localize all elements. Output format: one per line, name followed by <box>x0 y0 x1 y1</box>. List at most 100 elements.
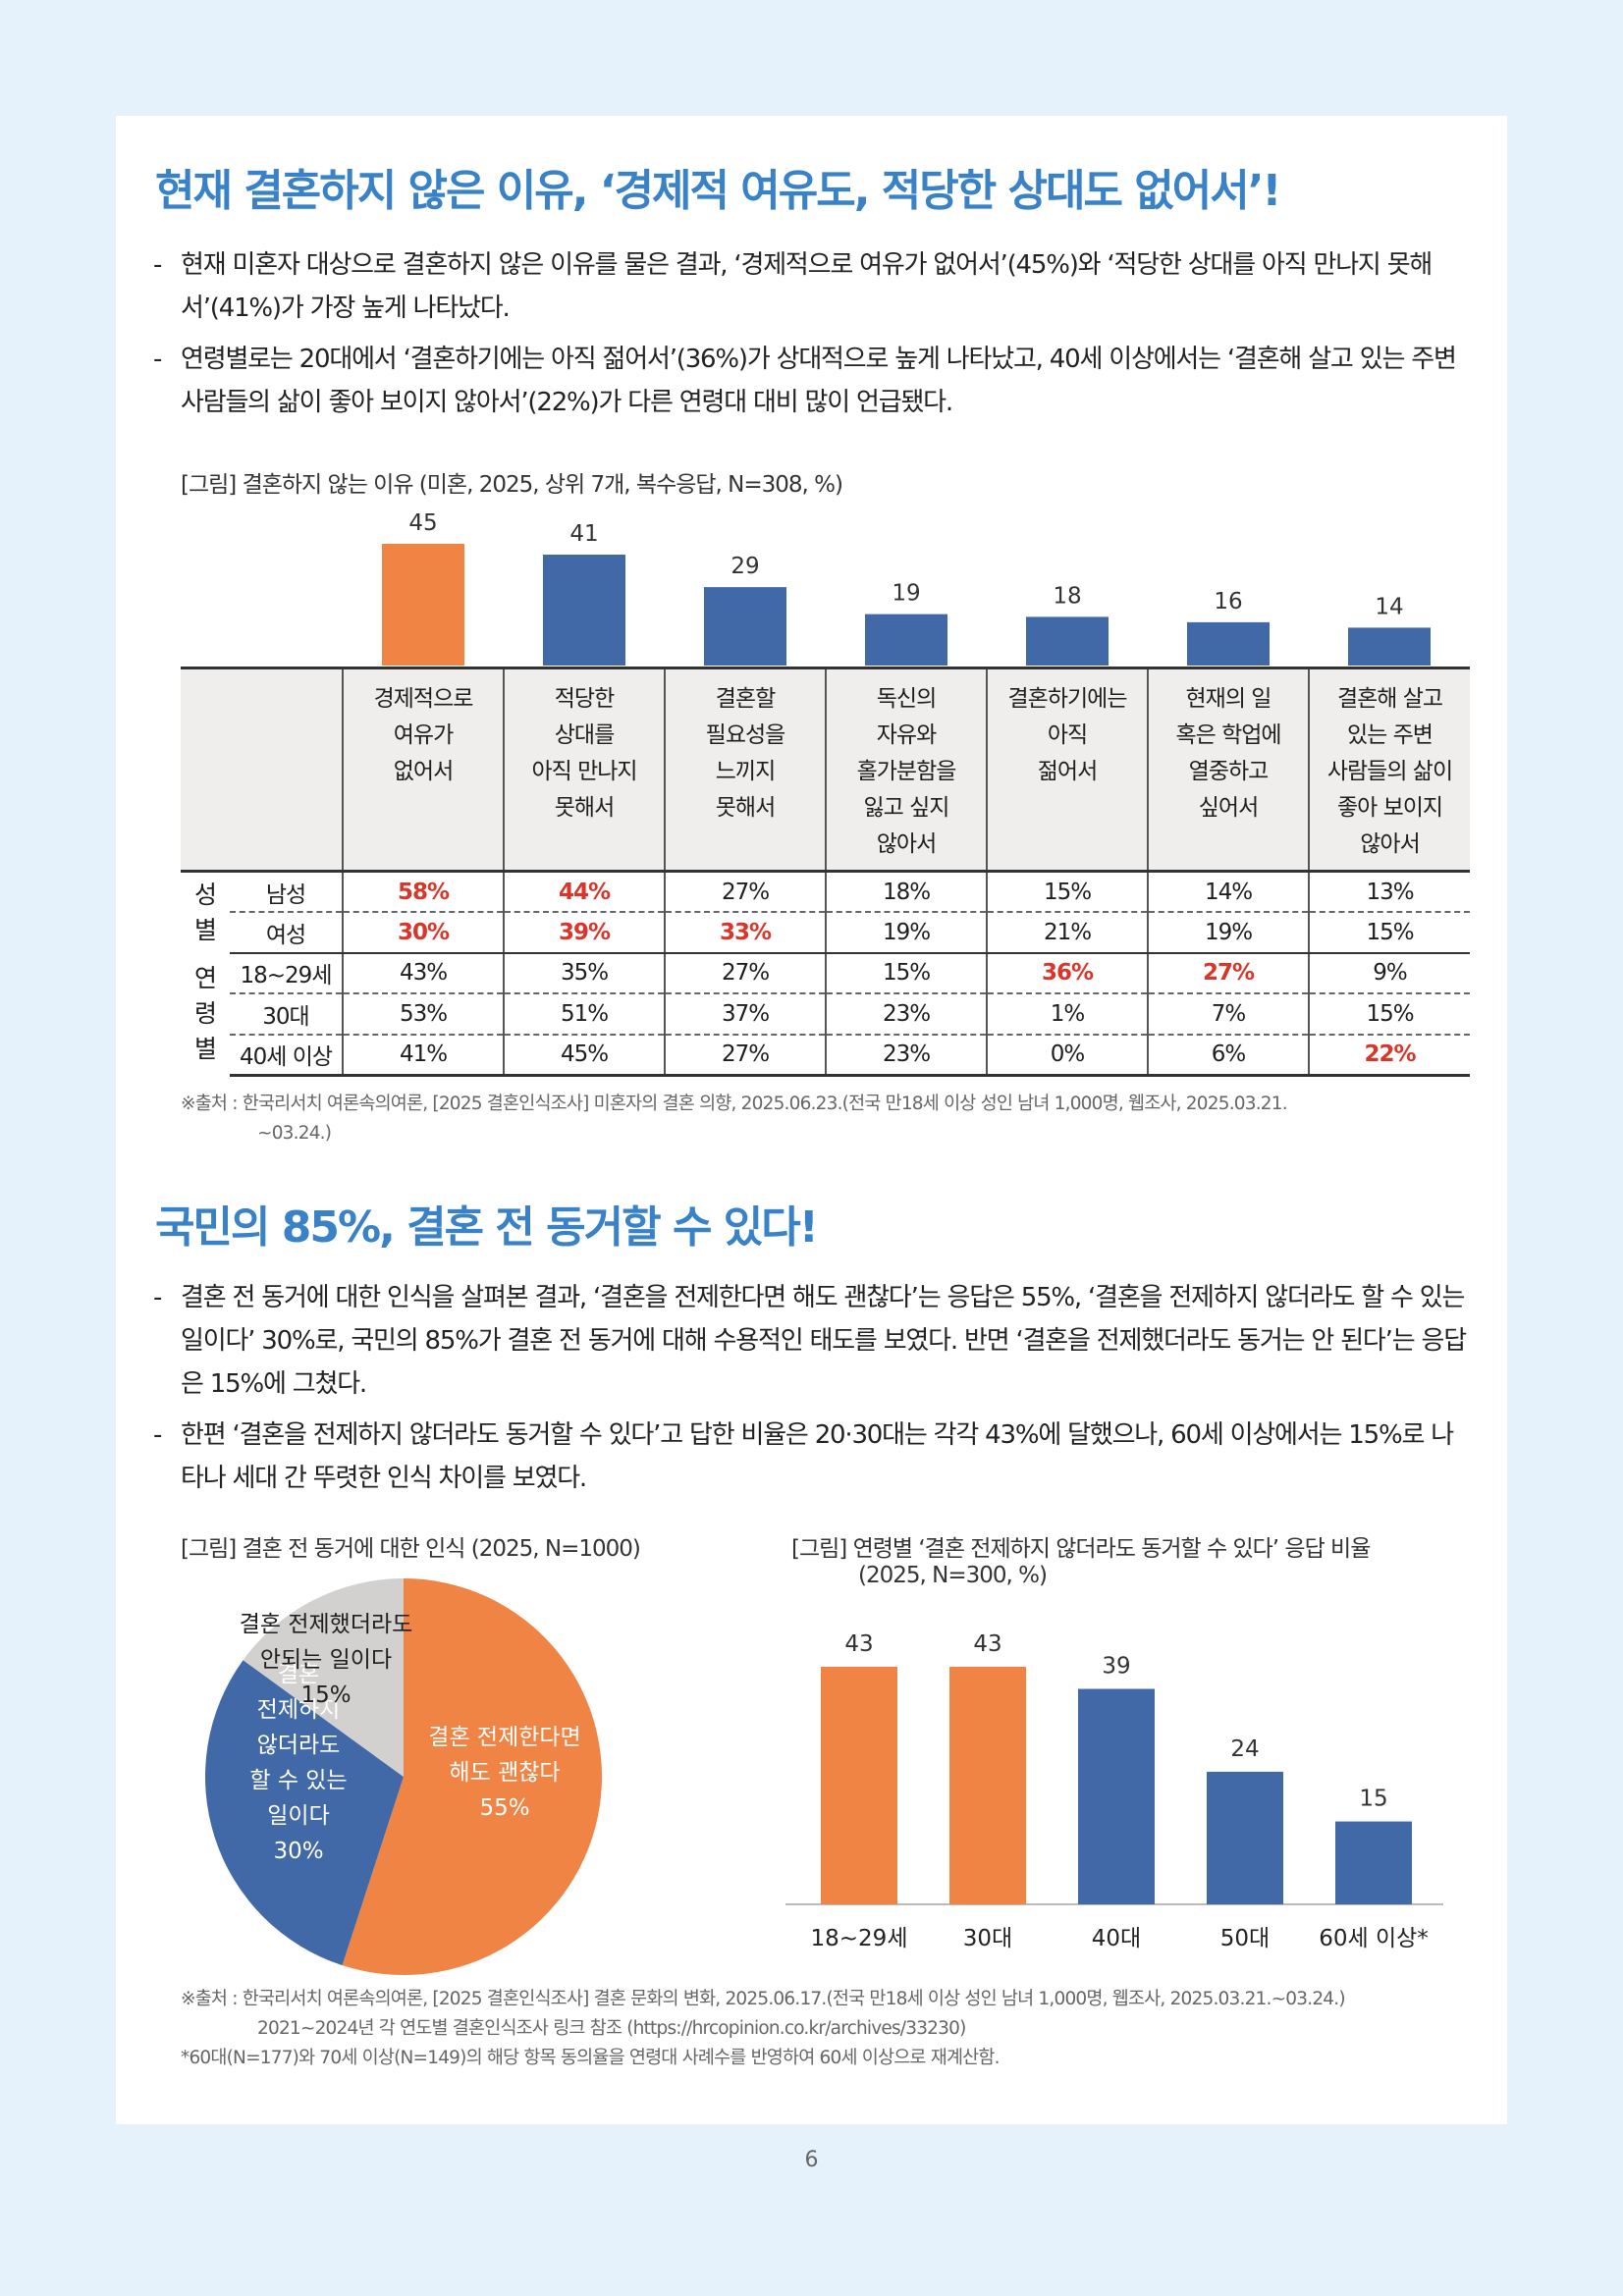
pie-label: 15% <box>300 1682 351 1708</box>
table-cell: 44% <box>503 871 665 913</box>
table-row-label: 남성 <box>230 871 343 913</box>
bar-value-label: 39 <box>1102 1654 1130 1680</box>
pie-label: 일이다 <box>267 1803 329 1829</box>
figure1-caption: [그림] 결혼하지 않는 이유 (미혼, 2025, 상위 7개, 복수응답, … <box>181 472 843 498</box>
bar-reason-5 <box>1026 616 1109 666</box>
table-corner <box>181 667 343 873</box>
table-cell: 7% <box>1147 993 1309 1036</box>
table-row: 30대 53% 51% 37% 23% 1% 7% 15% <box>181 993 1470 1036</box>
table-cell: 15% <box>1308 993 1470 1036</box>
x-tick-label: 40대 <box>1092 1926 1141 1951</box>
bar-value-label: 43 <box>973 1631 1001 1657</box>
section1-bullet-2: 연령별로는 20대에서 ‘결혼하기에는 아직 젊어서’(36%)가 상대적으로 … <box>149 338 1475 424</box>
table-cell: 33% <box>664 912 826 954</box>
bar-value-label: 45 <box>408 510 437 536</box>
table-header-reason-3: 결혼할 필요성을 느끼지 못해서 <box>664 667 826 873</box>
bar-reason-1 <box>382 544 464 666</box>
table-row-label: 18~29세 <box>230 952 343 994</box>
section1-bullets: 현재 미혼자 대상으로 결혼하지 않은 이유를 물은 결과, ‘경제적으로 여유… <box>149 243 1475 432</box>
table-row-label: 여성 <box>230 912 343 954</box>
table-cell: 23% <box>825 1034 987 1077</box>
pie-label: 결혼 전제한다면 <box>428 1725 580 1750</box>
table-header-row: 경제적으로 여유가 없어서 적당한 상대를 아직 만나지 못해서 결혼할 필요성을 … <box>181 667 1470 873</box>
pie-slice-1 <box>342 1578 602 1975</box>
table-cell: 45% <box>503 1034 665 1077</box>
age-bar-chart: 43 18~29세 43 30대 39 40대 24 50대 15 60세 이상* <box>785 1631 1443 1951</box>
bar-age-4 <box>1207 1771 1283 1904</box>
x-tick-label: 60세 이상* <box>1319 1926 1429 1951</box>
table-cell: 1% <box>986 993 1148 1036</box>
table-cell: 35% <box>503 952 665 994</box>
table-header-reason-7: 결혼해 살고 있는 주변 사람들의 삶이 좋아 보이지 않아서 <box>1308 667 1470 873</box>
pie-label: 30% <box>273 1839 323 1864</box>
bar-value-label: 43 <box>844 1631 873 1657</box>
section2-bullet-1: 결혼 전 동거에 대한 인식을 살펴본 결과, ‘결혼을 전제한다면 해도 괜찮… <box>149 1276 1475 1406</box>
section2-bullets: 결혼 전 동거에 대한 인식을 살펴본 결과, ‘결혼을 전제한다면 해도 괜찮… <box>149 1276 1475 1508</box>
table-cell: 43% <box>342 952 504 994</box>
age-bar-caption: [그림] 연령별 ‘결혼 전제하지 않더라도 동거할 수 있다’ 응답 비율 <box>791 1536 1371 1562</box>
section1-title: 현재 결혼하지 않은 이유, ‘경제적 여유도, 적당한 상대도 없어서’! <box>155 166 1281 216</box>
table-cell: 19% <box>1147 912 1309 954</box>
table-cell: 53% <box>342 993 504 1036</box>
table-header-reason-6: 현재의 일 혹은 학업에 열중하고 싶어서 <box>1147 667 1309 873</box>
bar-age-5 <box>1335 1821 1412 1904</box>
bar-value-label: 19 <box>892 581 920 607</box>
table-cell: 15% <box>1308 912 1470 954</box>
section1-source-cont: ~03.24.) <box>257 1123 332 1144</box>
section2-source-3: *60대(N=177)와 70세 이상(N=149)의 해당 항목 동의율을 연… <box>181 2048 1001 2068</box>
table-header-reason-5: 결혼하기에는 아직 젊어서 <box>986 667 1148 873</box>
table-cell: 6% <box>1147 1034 1309 1077</box>
table-cell: 37% <box>664 993 826 1036</box>
pie-label: 할 수 있는 <box>249 1768 347 1793</box>
table-cell: 14% <box>1147 871 1309 913</box>
reasons-table: 경제적으로 여유가 없어서 적당한 상대를 아직 만나지 못해서 결혼할 필요성을 … <box>181 667 1470 1077</box>
bar-value-label: 15 <box>1359 1787 1387 1812</box>
table-header-reason-4: 독신의 자유와 홀가분함을 잃고 싶지 않아서 <box>825 667 987 873</box>
x-tick-label: 30대 <box>963 1926 1012 1951</box>
table-cell: 15% <box>825 952 987 994</box>
table-group-label: 성 별 <box>193 880 217 944</box>
pie-label: 결혼 전제했더라도 <box>240 1612 413 1637</box>
page-number: 6 <box>804 2148 819 2172</box>
pie-label: 않더라도 <box>257 1733 341 1758</box>
table-cell: 27% <box>664 952 826 994</box>
pie-slice-3 <box>243 1578 404 1777</box>
x-tick-label: 50대 <box>1220 1926 1270 1951</box>
table-cell: 27% <box>1147 952 1309 994</box>
table-row: 연 령 별 18~29세 43% 35% 27% 15% 36% 27% 9% <box>181 952 1470 1063</box>
table-cell: 39% <box>503 912 665 954</box>
table-cell: 18% <box>825 871 987 913</box>
bar-age-3 <box>1078 1688 1155 1904</box>
pie-label: 안되는 일이다 <box>260 1647 392 1673</box>
table-cell: 51% <box>503 993 665 1036</box>
table-cell: 22% <box>1308 1034 1470 1077</box>
section1-source: ※출처 : 한국리서치 여론속의여론, [2025 결혼인식조사] 미혼자의 결… <box>181 1094 1288 1114</box>
table-row: 성 별 남성 58% 44% 27% 18% 15% 14% 13% <box>181 871 1470 944</box>
table-cell: 58% <box>342 871 504 913</box>
table-header-reason-1: 경제적으로 여유가 없어서 <box>342 667 504 873</box>
table-cell: 9% <box>1308 952 1470 994</box>
section2-source-1: ※출처 : 한국리서치 여론속의여론, [2025 결혼인식조사] 결혼 문화의… <box>181 1989 1346 2009</box>
table-row: 여성 30% 39% 33% 19% 21% 19% 15% <box>181 912 1470 954</box>
bar-reason-2 <box>543 555 625 666</box>
bar-reason-4 <box>865 614 947 666</box>
reasons-bar-chart: 45 41 29 19 18 16 14 <box>382 510 1431 666</box>
table-cell: 13% <box>1308 871 1470 913</box>
table-cell: 27% <box>664 1034 826 1077</box>
table-cell: 15% <box>986 871 1148 913</box>
table-cell: 21% <box>986 912 1148 954</box>
table-header-reason-2: 적당한 상대를 아직 만나지 못해서 <box>503 667 665 873</box>
section2-title: 국민의 85%, 결혼 전 동거할 수 있다! <box>155 1202 819 1253</box>
bar-reason-7 <box>1348 627 1431 666</box>
table-row-label: 40세 이상 <box>230 1034 343 1077</box>
table-row: 40세 이상 41% 45% 27% 23% 0% 6% 22% <box>181 1034 1470 1077</box>
bar-reason-3 <box>704 587 786 666</box>
table-cell: 19% <box>825 912 987 954</box>
pie-label: 전제하지 <box>257 1697 341 1723</box>
section1-bullet-1: 현재 미혼자 대상으로 결혼하지 않은 이유를 물은 결과, ‘경제적으로 여유… <box>149 243 1475 330</box>
bar-value-label: 24 <box>1230 1736 1259 1762</box>
bar-value-label: 41 <box>569 521 598 547</box>
pie-label: 55% <box>479 1795 529 1821</box>
table-cell: 27% <box>664 871 826 913</box>
